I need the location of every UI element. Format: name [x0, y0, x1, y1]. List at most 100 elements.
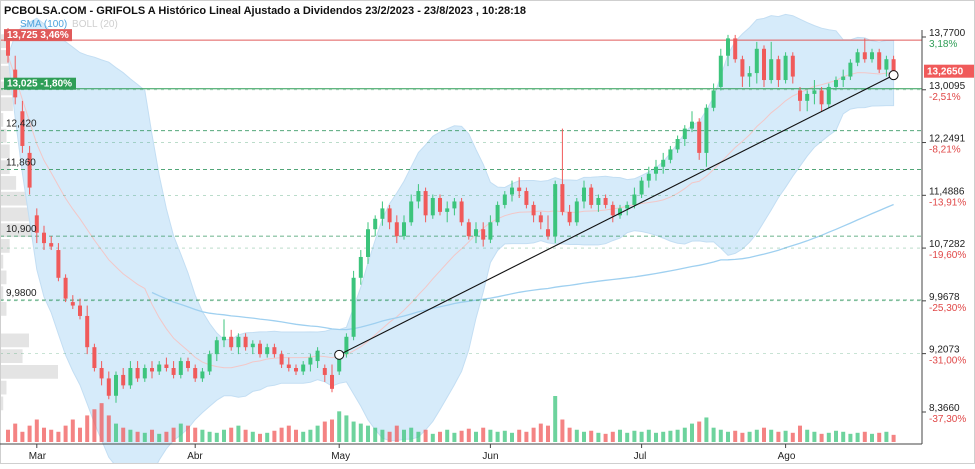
volume-bar	[56, 431, 61, 442]
volume-profile-bar	[0, 176, 17, 190]
right-axis-price-label: 13,0095	[929, 81, 966, 92]
candle-body	[596, 197, 601, 205]
volume-bar	[697, 421, 702, 442]
volume-bar	[891, 434, 896, 442]
candle-body	[862, 52, 867, 60]
volume-bar	[747, 431, 752, 442]
support-label: 13,025 -1,80%	[7, 79, 72, 90]
candle-body	[56, 250, 61, 278]
volume-bar	[661, 431, 666, 442]
candles	[6, 27, 896, 403]
candle-body	[380, 208, 385, 219]
volume-bar	[279, 427, 284, 442]
candle-body	[250, 343, 255, 348]
volume-bar	[639, 431, 644, 442]
candle-body	[697, 121, 702, 153]
volume-bar	[106, 415, 111, 442]
candle-body	[625, 204, 630, 209]
volume-bar	[387, 431, 392, 442]
candle-body	[171, 368, 176, 375]
volume-bar	[286, 425, 291, 442]
volume-profile-bar	[0, 333, 29, 348]
candle-body	[646, 173, 651, 181]
candle-body	[466, 222, 471, 237]
candle-body	[733, 38, 738, 60]
volume-profile-bar	[0, 113, 4, 127]
volume-bar	[135, 431, 140, 442]
candle-body	[769, 59, 774, 81]
candle-body	[200, 371, 205, 379]
legend-sma[interactable]: SMA (100)	[20, 19, 68, 30]
candle-body	[848, 62, 853, 77]
volume-bar	[862, 431, 867, 442]
candle-body	[841, 76, 846, 81]
candle-body	[510, 187, 514, 195]
candle-body	[582, 187, 586, 202]
candle-body	[891, 59, 896, 72]
candle-body	[754, 48, 759, 74]
candle-body	[6, 34, 10, 56]
candle-body	[373, 218, 378, 230]
candle-body	[632, 194, 637, 205]
candle-body	[49, 243, 54, 247]
trendline-start-handle[interactable]	[334, 349, 345, 360]
candle-body	[214, 340, 219, 355]
candle-body	[178, 361, 183, 375]
candle-body	[812, 90, 817, 94]
candle-body	[337, 354, 342, 372]
volume-bar	[222, 429, 226, 442]
volume-profile-bar	[0, 365, 58, 379]
axis-labels: 12,420 11,860 10,900 9,9800 13,725 3,46% 13,0…	[4, 28, 974, 462]
volume-profile-bar	[0, 270, 7, 285]
volume-bar	[783, 430, 788, 442]
candle-body	[423, 191, 428, 216]
volume-profile-bar	[0, 302, 7, 316]
volume-bar	[150, 429, 154, 442]
trendline-line[interactable]	[338, 74, 894, 356]
candle-body	[236, 336, 241, 348]
volume-bar	[373, 427, 378, 442]
trendline-end-handle[interactable]	[888, 70, 899, 81]
candle-body	[344, 336, 349, 355]
volume-bar	[855, 432, 860, 442]
volume-profile-bar	[0, 349, 23, 364]
candle-body	[711, 90, 716, 108]
candle-body	[430, 197, 435, 216]
candle-body	[366, 229, 370, 257]
candle-body	[603, 197, 608, 205]
volume-bar	[13, 423, 18, 442]
volume-profile-bar	[0, 207, 29, 222]
candle-body	[776, 59, 781, 81]
volume-bar	[121, 427, 126, 442]
candle-body	[819, 90, 824, 105]
volume-bar	[34, 419, 39, 442]
candle-body	[805, 93, 810, 101]
volume-bar	[574, 429, 579, 442]
volume-bar	[546, 425, 550, 442]
volume-bar	[762, 427, 766, 442]
volume-bar	[186, 425, 190, 442]
candle-body	[618, 208, 622, 216]
volume-bar	[114, 423, 118, 442]
candle-body	[135, 368, 140, 379]
legend-boll[interactable]: BOLL (20)	[72, 19, 118, 30]
price-levels	[0, 39, 922, 354]
candle-body	[222, 336, 226, 341]
volume-bar	[423, 429, 428, 442]
right-axis-pct-label: -8,21%	[929, 145, 961, 156]
volume-bar	[826, 432, 831, 442]
candle-body	[272, 347, 277, 355]
volume-bars	[6, 396, 896, 442]
volume-bar	[193, 427, 198, 442]
candle-body	[877, 52, 882, 70]
candle-body	[661, 159, 666, 167]
candle-body	[63, 277, 68, 299]
volume-bar	[459, 430, 464, 442]
candle-body	[279, 354, 284, 365]
candle-body	[351, 277, 356, 337]
volume-bar	[610, 431, 615, 442]
volume-profile-bar	[0, 239, 10, 253]
volume-bar	[733, 430, 738, 442]
volume-bar	[20, 431, 25, 442]
